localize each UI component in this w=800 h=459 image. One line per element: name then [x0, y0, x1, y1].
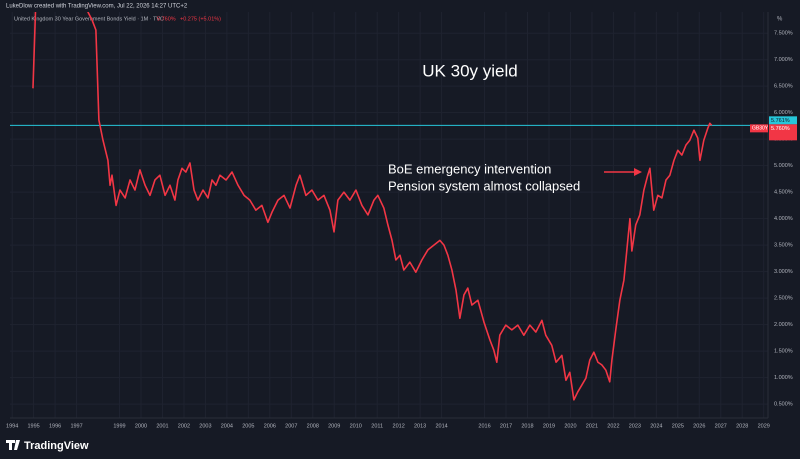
y-tick-label: 0.500% [774, 402, 793, 408]
y-tick-label: 5.000% [774, 163, 793, 169]
y-tick-label: 6.500% [774, 84, 793, 90]
x-tick-label: 2012 [393, 423, 405, 429]
price-label: 5.761% [771, 118, 790, 124]
y-tick-label: 2.000% [774, 322, 793, 328]
x-tick-label: 1999 [113, 423, 125, 429]
chart-title: UK 30y yield [422, 61, 517, 80]
x-tick-label: 2020 [564, 423, 576, 429]
x-tick-label: 2022 [607, 423, 619, 429]
y-tick-label: 7.000% [774, 57, 793, 63]
price-tag-box [769, 124, 797, 141]
x-tick-label: 2005 [242, 423, 254, 429]
x-tick-label: 2025 [672, 423, 684, 429]
y-tick-label: 3.500% [774, 243, 793, 249]
price-tag-name: GB30Y [752, 126, 769, 132]
x-tick-label: 2000 [135, 423, 147, 429]
price-label-box [769, 116, 797, 125]
x-tick-label: 2029 [758, 423, 770, 429]
arrow-head [634, 168, 642, 176]
x-tick-label: 2002 [178, 423, 190, 429]
x-tick-label: 2016 [478, 423, 490, 429]
y-tick-label: 1.000% [774, 375, 793, 381]
symbol: United Kingdom 30 Year Government Bonds … [14, 16, 164, 22]
series [32, 12, 713, 401]
x-tick-label: 2024 [650, 423, 662, 429]
price-tag-value: 5.760% [771, 126, 790, 132]
x-tick-label: 2013 [414, 423, 426, 429]
x-tick-label: 1997 [70, 423, 82, 429]
y-tick-label: 6.000% [774, 110, 793, 116]
x-tick-label: 2017 [500, 423, 512, 429]
y-tick-label: 7.500% [774, 31, 793, 37]
y-tick-label: 2.500% [774, 296, 793, 302]
x-tick-label: 2027 [715, 423, 727, 429]
x-tick-label: 2026 [693, 423, 705, 429]
x-tick-label: 1995 [27, 423, 39, 429]
x-tick-label: 2021 [586, 423, 598, 429]
x-tick-label: 2018 [521, 423, 533, 429]
y-tick-label: 3.000% [774, 269, 793, 275]
annotation: BoE emergency intervention [388, 161, 551, 176]
x-tick-label: 2014 [435, 423, 447, 429]
x-tick-label: 2009 [328, 423, 340, 429]
annotation: Pension system almost collapsed [388, 178, 580, 193]
grid [10, 12, 768, 418]
axis-unit: % [777, 17, 783, 23]
x-tick-label: 2010 [350, 423, 362, 429]
x-tick-label: 1994 [6, 423, 18, 429]
x-tick-label: 2019 [543, 423, 555, 429]
x-tick-label: 2008 [307, 423, 319, 429]
x-tick-label: 1996 [49, 423, 61, 429]
x-tick-label: 2006 [264, 423, 276, 429]
x-tick-label: 2003 [199, 423, 211, 429]
price-tag-name-box [750, 124, 768, 133]
line [32, 12, 713, 401]
x-tick-label: 2023 [629, 423, 641, 429]
y-tick-label: 4.500% [774, 190, 793, 196]
x-tick-label: 2001 [156, 423, 168, 429]
x-tick-label: 2004 [221, 423, 233, 429]
quote: 5.760% [157, 16, 176, 22]
y-tick-label: 4.000% [774, 216, 793, 222]
logo: TradingView [6, 440, 89, 452]
x-tick-label: 2007 [285, 423, 297, 429]
credit: LukeDlow created with TradingView.com, J… [6, 4, 188, 10]
x-tick-label: 2028 [736, 423, 748, 429]
x-tick-label: 2011 [371, 423, 383, 429]
logo-text: TradingView [24, 440, 89, 452]
change: +0.275 (+5.01%) [180, 16, 221, 22]
y-tick-label: 1.500% [774, 349, 793, 355]
